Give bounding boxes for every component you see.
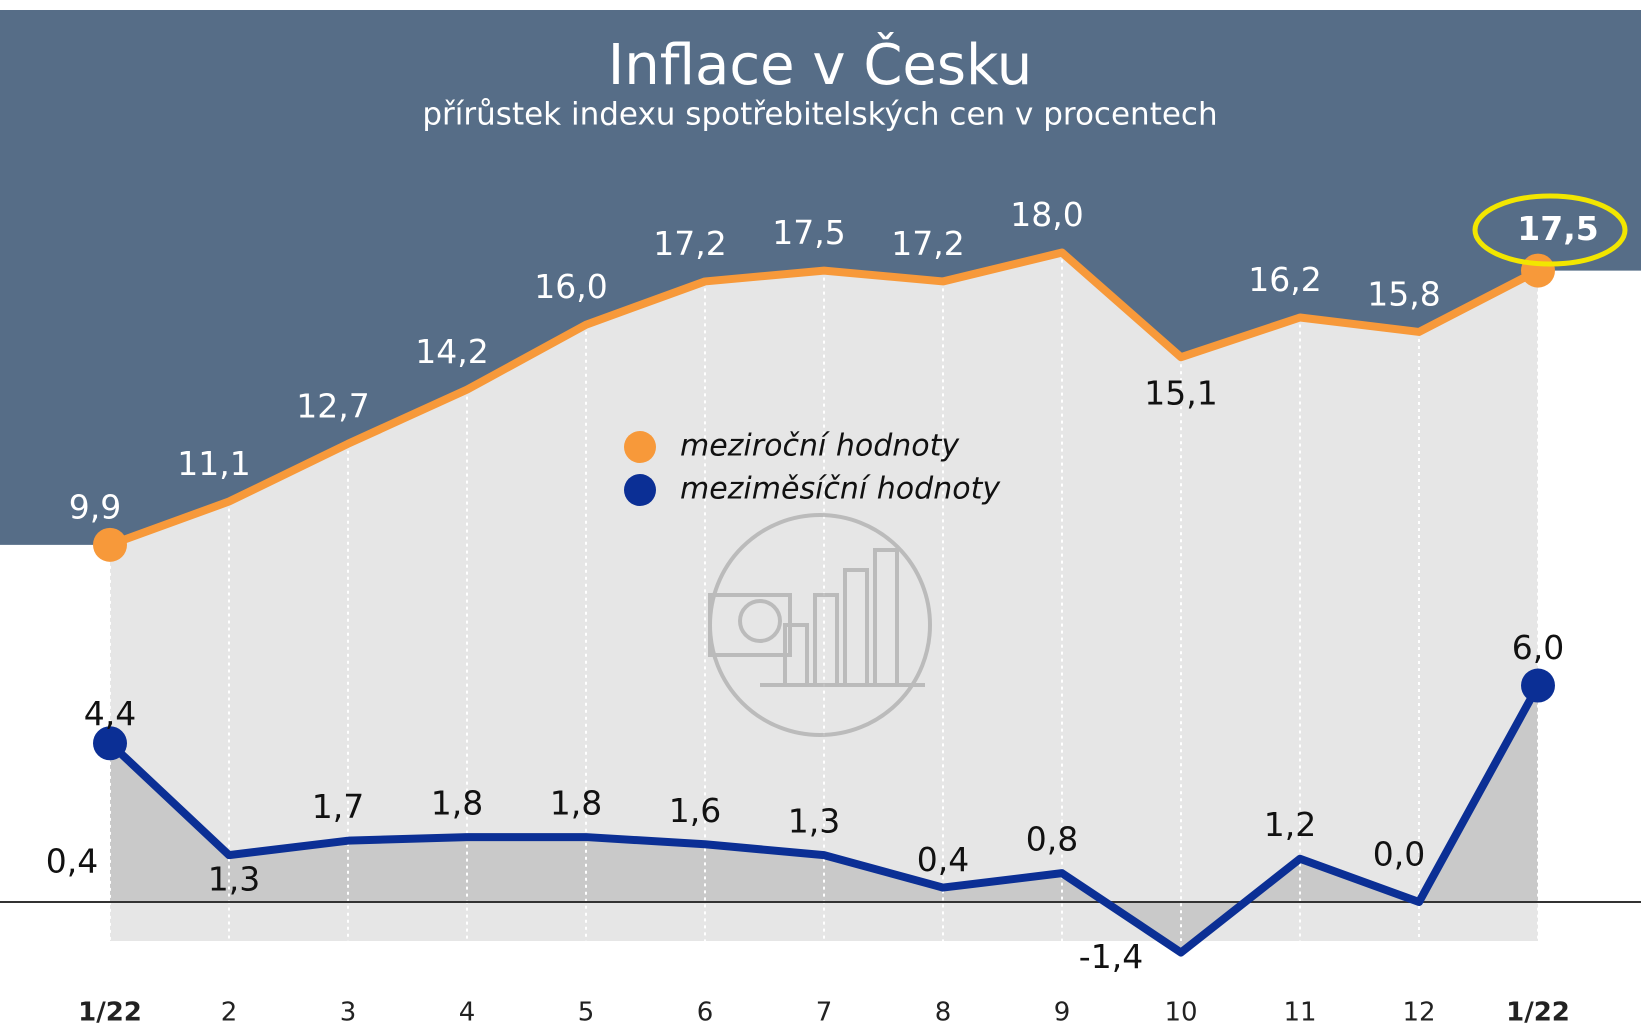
data-label: 17,2 [891,224,964,263]
data-label: -1,4 [1079,937,1143,976]
highlight-ring [1472,193,1628,267]
data-label: 1,3 [788,802,840,841]
data-label: 1,2 [1264,805,1316,844]
x-tick-label: 1/22 [78,998,142,1027]
data-label: 9,9 [69,487,121,526]
data-label: 1,8 [431,784,483,823]
legend-marker [624,431,656,463]
legend-marker [624,474,656,506]
data-label: 1,7 [312,787,364,826]
chart-subtitle: přírůstek indexu spotřebitelských cen v … [422,97,1217,133]
data-label: 17,2 [653,224,726,263]
data-label: 1,8 [550,784,602,823]
plot: 9,9 11,1 12,7 14,2 16,0 17,2 17,5 17,2 18,0 15,1 1… [69,195,1599,1027]
data-label: 0,8 [1026,820,1078,859]
series-line [107,683,1542,957]
data-label: 16,0 [534,267,607,306]
data-label: 11,1 [177,444,250,483]
x-tick-label: 2 [221,998,238,1027]
data-label: 0,0 [1373,835,1425,874]
data-label: 14,2 [415,332,488,371]
data-label: 16,2 [1248,260,1321,299]
x-tick-label: 8 [935,998,952,1027]
data-label: 4,4 [84,694,136,733]
data-label: 17,5 [772,213,845,252]
data-label: 1,6 [669,791,721,830]
data-label: 1,3 [208,860,260,899]
data-label: 12,7 [296,386,369,425]
x-tick-label: 6 [697,998,714,1027]
data-label: 17,5 [1517,209,1598,248]
data-label: 0,4 [917,840,969,879]
x-tick-label: 4 [459,998,476,1027]
annotation: 0,4 [46,842,98,881]
x-tick-label: 9 [1054,998,1071,1027]
data-label: 15,1 [1144,374,1217,413]
monthly-area [110,685,1538,953]
x-tick-label: 12 [1402,998,1435,1027]
legend-label: meziroční hodnoty [680,429,960,464]
data-label: 18,0 [1010,195,1083,234]
x-tick-label: 5 [578,998,595,1027]
point [1521,253,1555,288]
x-tick-label: 11 [1283,998,1316,1027]
x-tick-label: 3 [340,998,357,1027]
watermark-logo [708,513,932,737]
x-tick-label: 1/22 [1506,998,1570,1027]
x-tick-label: 7 [816,998,833,1027]
series-line [108,248,1540,549]
point [1521,668,1555,703]
x-tick-label: 10 [1164,998,1197,1027]
data-label: 6,0 [1512,628,1564,667]
legend-label: meziměsíční hodnoty [680,472,1001,507]
data-label: 15,8 [1367,274,1440,313]
point [93,726,127,761]
chart-title: Inflace v Česku [608,33,1033,98]
point [93,527,127,562]
